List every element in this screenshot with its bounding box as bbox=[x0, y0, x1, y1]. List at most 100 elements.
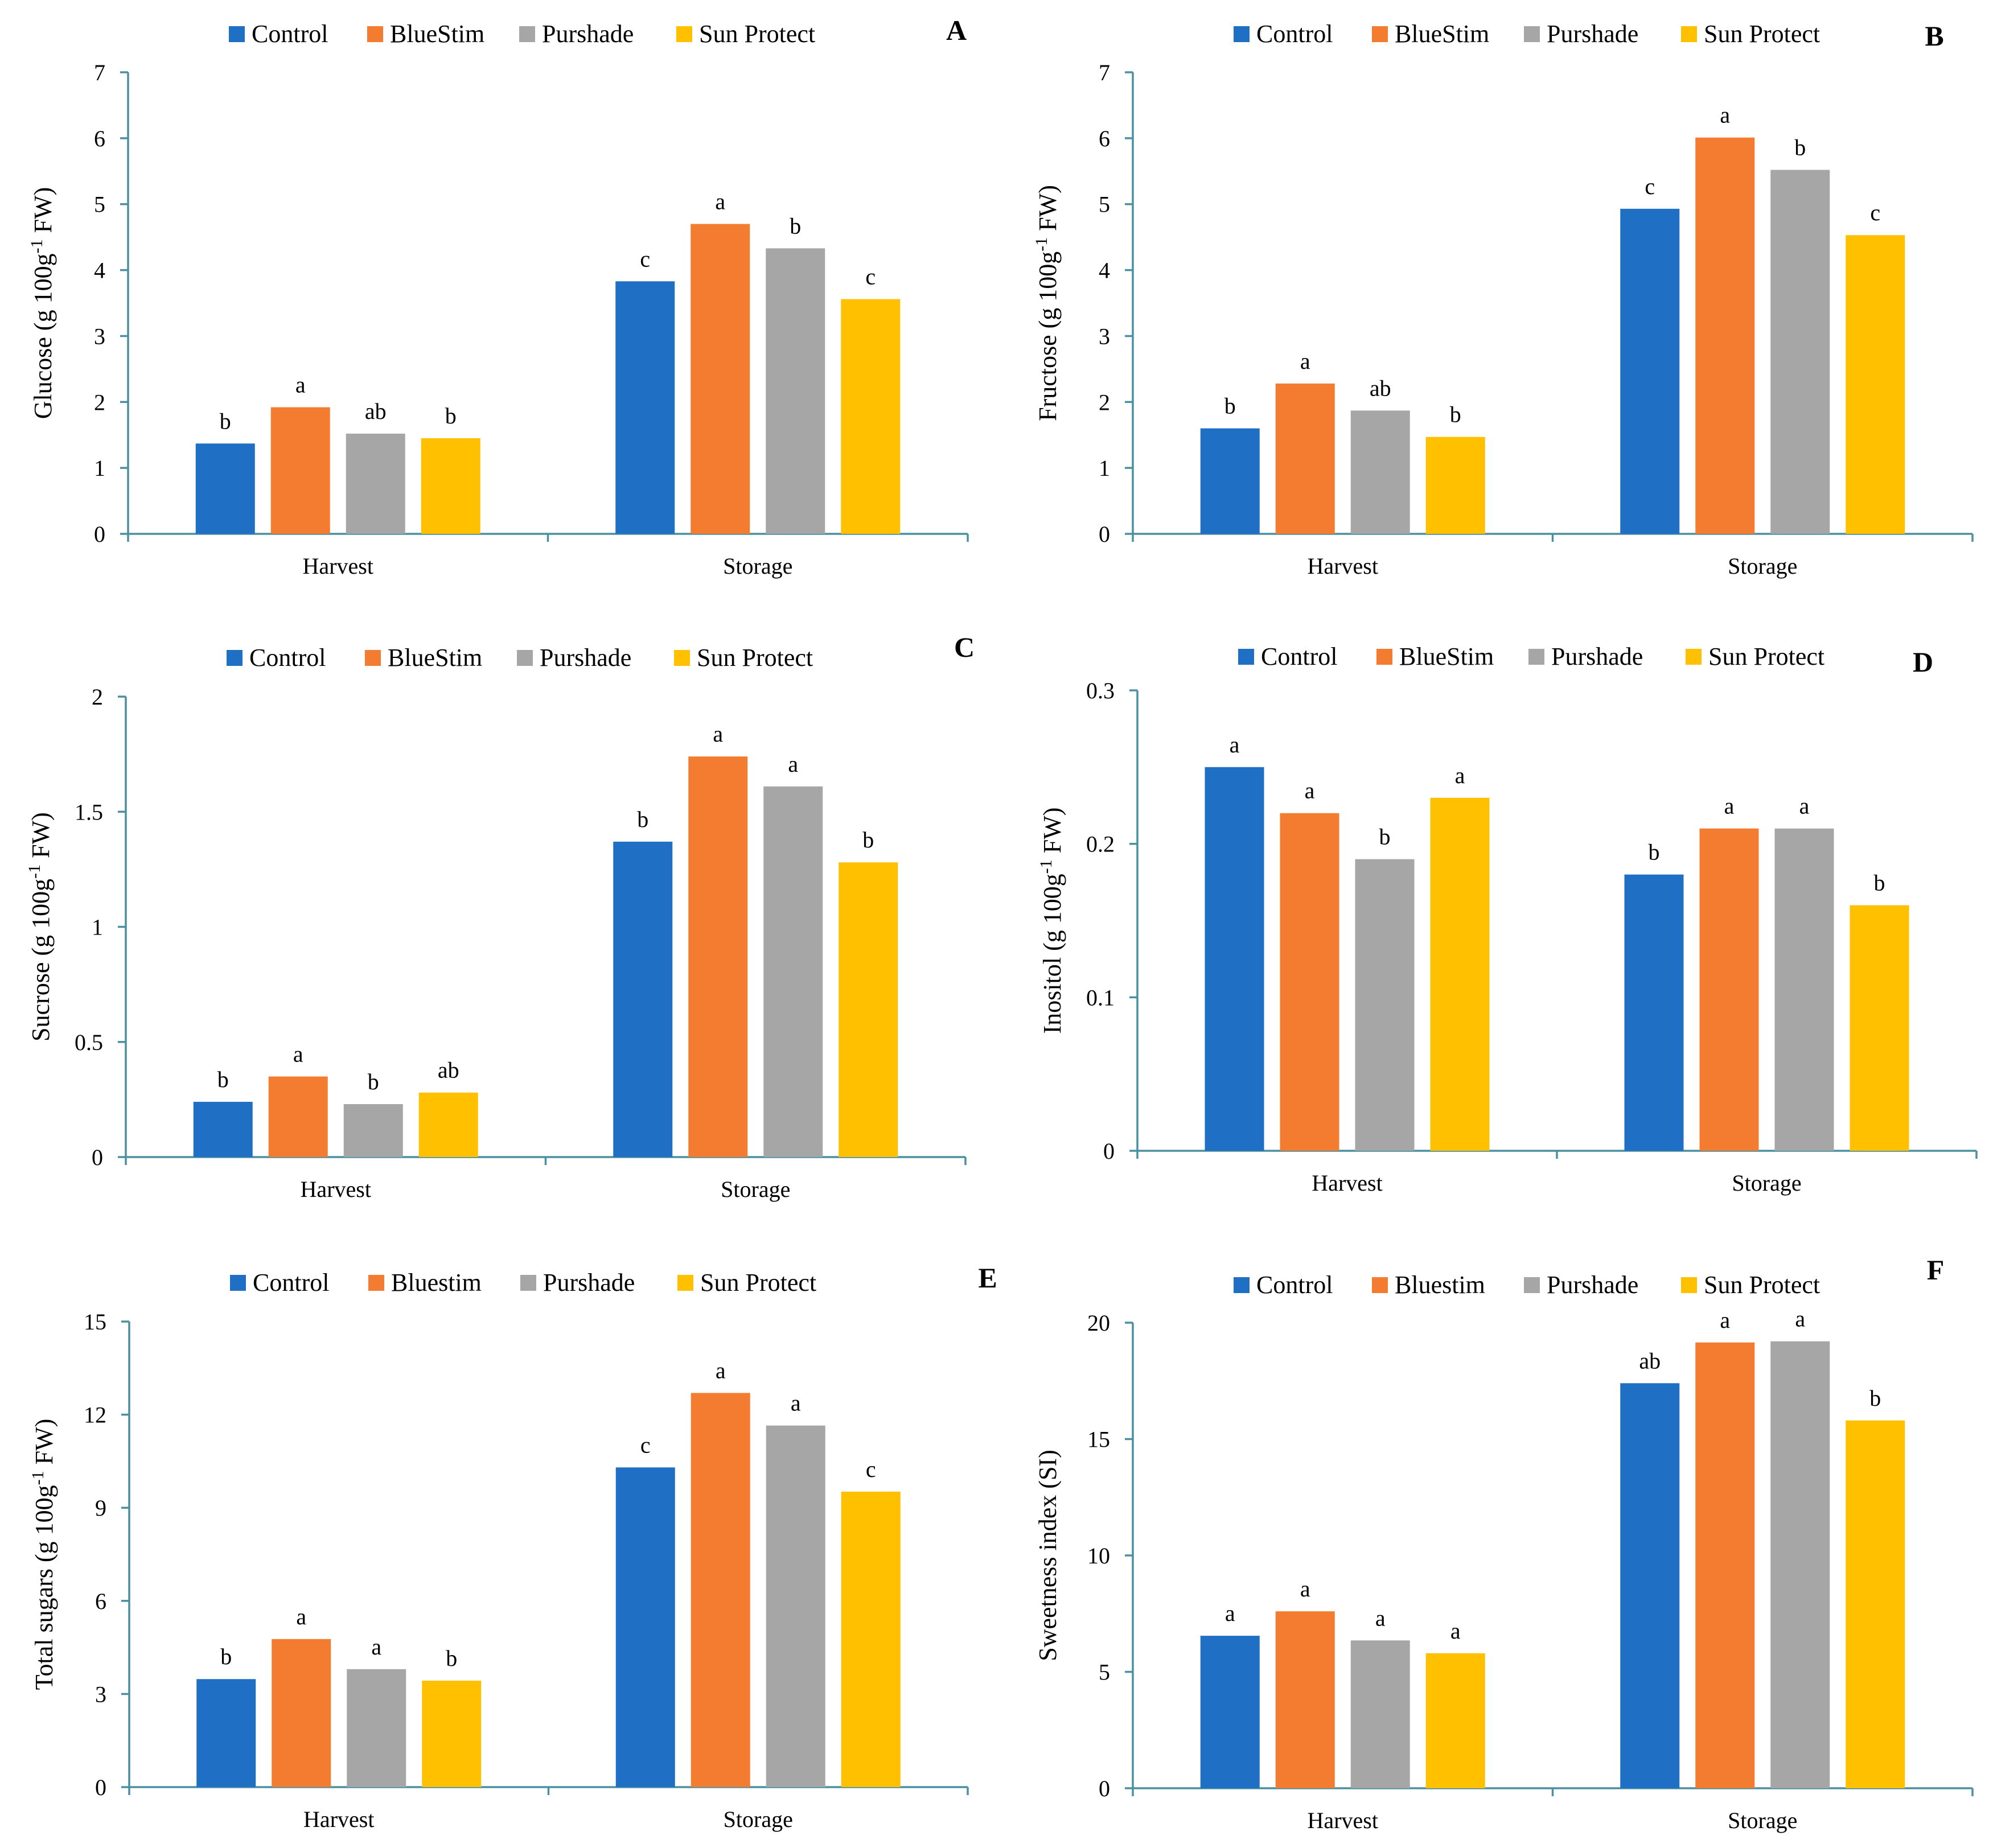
bar-purshade-storage bbox=[766, 248, 825, 534]
significance-letter: a bbox=[715, 188, 725, 214]
legend-swatch bbox=[676, 26, 692, 42]
significance-letter: a bbox=[1720, 1307, 1730, 1333]
legend-entry: Sun Protect bbox=[699, 20, 815, 48]
bar-sun-protect-storage bbox=[1846, 235, 1905, 534]
legend-swatch bbox=[674, 650, 690, 666]
legend-entry: Control bbox=[253, 1269, 329, 1297]
category-label-storage: Storage bbox=[723, 553, 792, 579]
significance-letter: b bbox=[1450, 402, 1461, 427]
legend-entry: Purshade bbox=[540, 644, 631, 672]
y-tick-label: 12 bbox=[84, 1402, 106, 1428]
bar-control-storage bbox=[615, 1467, 675, 1787]
y-axis-label: Fructose (g 100g-1 FW) bbox=[1032, 185, 1062, 421]
legend-entry: Sun Protect bbox=[700, 1269, 816, 1297]
bar-purshade-storage bbox=[766, 1425, 825, 1787]
bar-purshade-harvest bbox=[347, 1669, 406, 1787]
bar-bluestim-harvest bbox=[268, 1076, 328, 1157]
significance-letter: b bbox=[368, 1069, 379, 1094]
bar-sun-protect-storage bbox=[841, 299, 901, 534]
significance-letter: a bbox=[716, 1357, 726, 1383]
significance-letter: c bbox=[865, 264, 876, 290]
significance-letter: c bbox=[640, 1432, 651, 1458]
bar-bluestim-storage bbox=[691, 224, 750, 534]
legend-swatch bbox=[1524, 26, 1540, 42]
y-tick-label: 0 bbox=[1099, 1776, 1110, 1801]
significance-letter: c bbox=[640, 246, 650, 271]
bar-sun-protect-harvest bbox=[418, 1092, 478, 1157]
significance-letter: c bbox=[866, 1456, 876, 1482]
legend-swatch bbox=[517, 650, 533, 666]
bar-control-harvest bbox=[196, 1679, 256, 1787]
legend-swatch bbox=[677, 1275, 693, 1291]
legend-swatch bbox=[368, 1275, 384, 1291]
bar-sun-protect-storage bbox=[839, 862, 898, 1157]
bar-control-harvest bbox=[195, 443, 255, 534]
legend-swatch bbox=[1376, 649, 1392, 665]
significance-letter: a bbox=[1450, 1618, 1461, 1644]
legend-swatch bbox=[1524, 1277, 1540, 1293]
panel-e: 0 3 6 9 12 15 b a a b Harvest c a a c Storage Total suga… bbox=[28, 1262, 997, 1832]
significance-letter: b bbox=[445, 403, 457, 429]
significance-letter: a bbox=[1230, 732, 1240, 758]
panel-letter-e: E bbox=[978, 1262, 997, 1294]
panel-letter-f: F bbox=[1927, 1254, 1945, 1286]
y-tick-label: 10 bbox=[1087, 1543, 1110, 1569]
y-tick-label: 6 bbox=[95, 1588, 106, 1614]
significance-letter: a bbox=[1455, 763, 1465, 788]
bar-purshade-harvest bbox=[1355, 859, 1415, 1151]
significance-letter: a bbox=[788, 751, 798, 777]
bar-purshade-storage bbox=[1770, 1341, 1830, 1788]
y-tick-label: 9 bbox=[95, 1495, 106, 1521]
y-axis-label: Sucrose (g 100g-1 FW) bbox=[25, 812, 55, 1042]
y-tick-label: 7 bbox=[94, 60, 105, 85]
bar-bluestim-storage bbox=[1699, 828, 1759, 1151]
bar-sun-protect-harvest bbox=[1430, 797, 1490, 1151]
significance-letter: ab bbox=[365, 398, 387, 424]
legend-entry: Bluestim bbox=[391, 1269, 482, 1297]
significance-letter: a bbox=[1305, 778, 1315, 804]
y-tick-label: 6 bbox=[94, 126, 105, 151]
y-tick-label: 4 bbox=[1099, 258, 1110, 283]
bar-purshade-harvest bbox=[343, 1104, 403, 1157]
legend-entry: Purshade bbox=[1547, 1271, 1638, 1299]
legend-entry: Control bbox=[1256, 20, 1333, 48]
y-tick-label: 3 bbox=[94, 323, 105, 349]
category-label-harvest: Harvest bbox=[1312, 1170, 1382, 1196]
bar-control-harvest bbox=[1200, 428, 1260, 534]
y-axis-label: Glucose (g 100g-1 FW) bbox=[27, 187, 57, 419]
y-tick-label: 3 bbox=[95, 1681, 106, 1707]
category-label-harvest: Harvest bbox=[303, 553, 373, 579]
bar-sun-protect-storage bbox=[841, 1491, 901, 1787]
y-tick-label: 0.3 bbox=[1086, 678, 1115, 703]
legend-swatch bbox=[1681, 26, 1697, 42]
legend-swatch bbox=[230, 1275, 246, 1291]
legend-swatch bbox=[1681, 1277, 1697, 1293]
legend-swatch bbox=[520, 1275, 536, 1291]
bar-bluestim-harvest bbox=[270, 407, 330, 534]
category-label-harvest: Harvest bbox=[303, 1806, 374, 1832]
y-tick-label: 1 bbox=[94, 455, 105, 481]
y-tick-label: 2 bbox=[92, 684, 103, 710]
significance-letter: b bbox=[446, 1645, 457, 1671]
bar-purshade-storage bbox=[1770, 170, 1830, 534]
legend-entry: BlueStim bbox=[1395, 20, 1489, 48]
legend-entry: Sun Protect bbox=[1708, 643, 1824, 670]
legend-entry: Control bbox=[1256, 1271, 1333, 1299]
legend-entry: Purshade bbox=[1547, 20, 1638, 48]
significance-letter: b bbox=[1869, 1385, 1881, 1411]
significance-letter: a bbox=[1724, 793, 1735, 819]
bar-control-storage bbox=[1620, 208, 1680, 534]
y-tick-label: 20 bbox=[1087, 1310, 1110, 1336]
significance-letter: a bbox=[293, 1041, 303, 1067]
category-label-harvest: Harvest bbox=[1308, 1808, 1378, 1833]
significance-letter: b bbox=[1224, 393, 1236, 419]
significance-letter: b bbox=[1874, 870, 1885, 896]
bar-sun-protect-storage bbox=[1846, 1420, 1905, 1788]
y-tick-label: 1.5 bbox=[75, 799, 103, 825]
legend-entry: Sun Protect bbox=[697, 644, 813, 672]
y-tick-label: 7 bbox=[1099, 60, 1110, 85]
significance-letter: b bbox=[220, 1644, 232, 1669]
y-tick-label: 5 bbox=[94, 192, 105, 217]
legend-swatch bbox=[1238, 649, 1254, 665]
